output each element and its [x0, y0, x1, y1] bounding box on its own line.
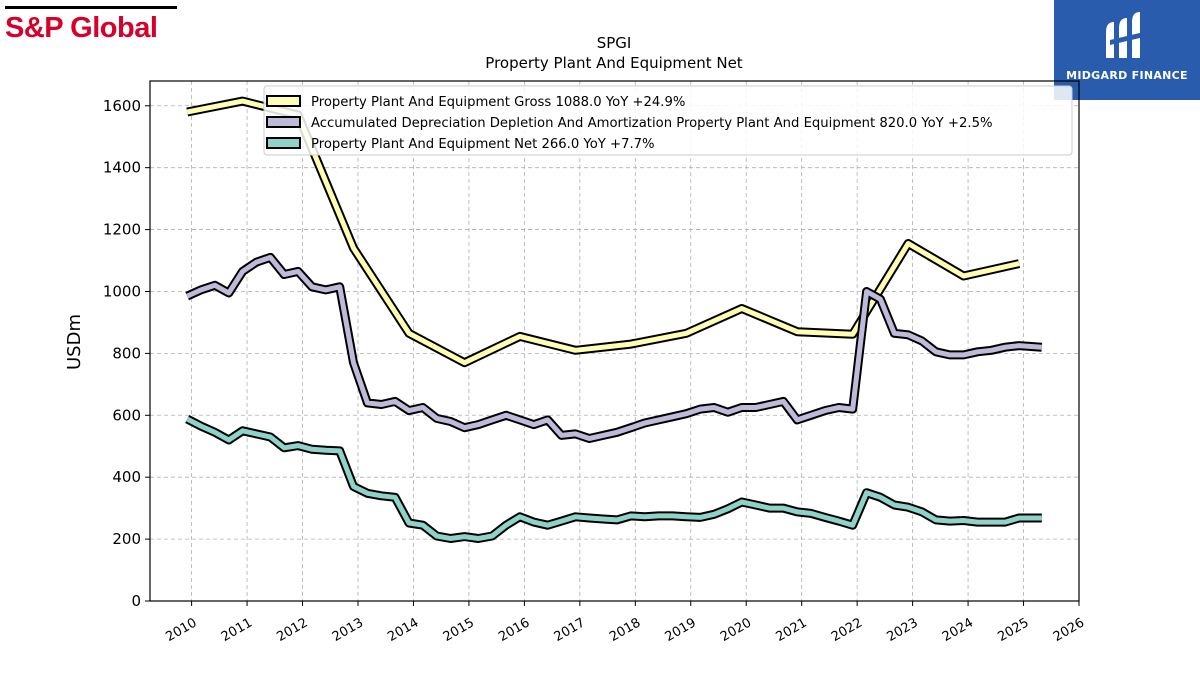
y-tick-label: 0: [131, 592, 141, 610]
y-tick-label: 1600: [103, 97, 141, 115]
plot-frame: [149, 80, 1080, 602]
x-tick-label: 2024: [940, 615, 976, 645]
x-tick-label: 2016: [496, 615, 532, 645]
y-tick-label: 600: [112, 406, 141, 424]
y-tick-label: 1200: [103, 221, 141, 239]
x-tick-label: 2019: [663, 615, 699, 645]
legend-label-3: Property Plant And Equipment Net 266.0 Y…: [311, 137, 655, 152]
x-tick-label: 2013: [330, 615, 366, 645]
x-tick-label: 2011: [219, 615, 255, 645]
legend-swatch-2: [266, 116, 301, 128]
chart-title: SPGI: [597, 34, 632, 52]
series-line-1: [186, 98, 1020, 366]
x-tick-label: 2020: [718, 615, 754, 645]
logo-bar: [5, 6, 177, 9]
y-axis-label: USDm: [64, 314, 85, 370]
legend: Property Plant And Equipment Gross 1088.…: [263, 85, 1073, 156]
y-tick-label: 1400: [103, 159, 141, 177]
x-tick-label: 2022: [829, 615, 865, 645]
series-line-3: [186, 416, 1042, 541]
legend-swatch-1: [266, 95, 301, 107]
sp-global-logo: S&P Global: [5, 6, 177, 43]
x-tick-label: 2010: [163, 615, 199, 645]
x-tick-label: 2012: [274, 615, 310, 645]
y-tick-label: 200: [112, 530, 141, 548]
x-tick-label: 2025: [995, 615, 1031, 645]
midgard-logo-icon: [1106, 12, 1144, 58]
series-line-2: [186, 254, 1042, 441]
badge-label: MIDGARD FINANCE: [1066, 69, 1188, 82]
x-tick-label: 2021: [774, 615, 810, 645]
x-tick-label: 2014: [385, 615, 421, 645]
legend-label-1: Property Plant And Equipment Gross 1088.…: [311, 95, 685, 110]
legend-swatch-3: [266, 137, 301, 149]
series-layer: [185, 96, 1043, 543]
x-tick-label: 2023: [884, 615, 920, 645]
logo-text: S&P Global: [5, 12, 158, 44]
y-tick-label: 800: [112, 344, 141, 362]
legend-label-2: Accumulated Depreciation Depletion And A…: [311, 116, 993, 131]
y-ticks: 0 200 400 600 800 1000 1200 1400 1600: [103, 97, 150, 610]
x-tick-label: 2015: [441, 615, 477, 645]
x-tick-label: 2017: [552, 615, 588, 645]
midgard-finance-badge: MIDGARD FINANCE: [1054, 0, 1200, 100]
y-tick-label: 1000: [103, 282, 141, 300]
legend-box: [263, 85, 1073, 156]
y-tick-label: 400: [112, 468, 141, 486]
x-tick-label: 2026: [1051, 615, 1087, 645]
x-ticks: 2010 2011 2012 2013 2014 2015 2016 2017 2018 2019…: [163, 601, 1087, 645]
chart-subtitle: Property Plant And Equipment Net: [485, 54, 742, 72]
x-tick-label: 2018: [607, 615, 643, 645]
